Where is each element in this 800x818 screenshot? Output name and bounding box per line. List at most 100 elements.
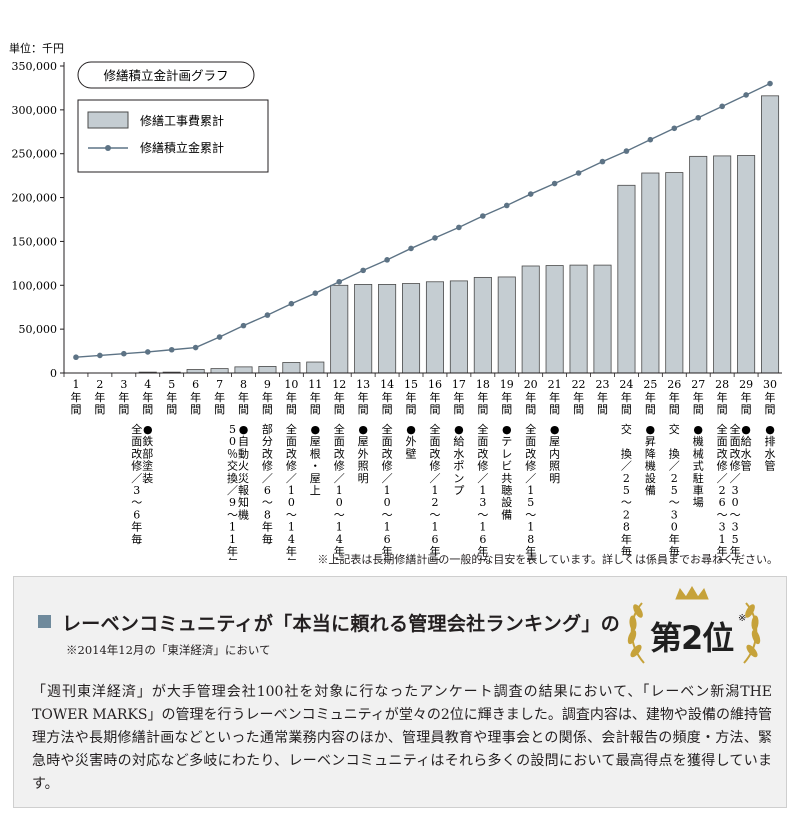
annotation-item: ビ	[501, 460, 512, 473]
annotation-detail: 毎	[621, 545, 632, 558]
bar	[593, 264, 612, 374]
x-tick-suffix: 年	[94, 390, 105, 404]
x-tick-number: 22	[572, 378, 586, 391]
annotation-detail: 修	[286, 459, 297, 473]
annotation-detail: 修	[717, 459, 728, 473]
annotation-detail	[621, 435, 632, 448]
rank-badge: 第2位 ※	[614, 585, 774, 675]
x-tick-suffix: 年	[597, 390, 608, 404]
annotation-detail: 1	[288, 484, 295, 497]
annotation-detail: 〜	[669, 496, 680, 509]
annotation-detail: 交	[669, 422, 680, 436]
annotation-detail: 4	[336, 533, 343, 546]
x-tick-suffix: 年	[429, 390, 440, 404]
annotation-item: 照	[549, 460, 560, 473]
legend: 修繕工事費累計 修繕積立金累計	[77, 99, 269, 173]
annotation-item: ●	[143, 423, 153, 436]
annotation-item: ●	[454, 423, 464, 436]
annotation-detail: ／	[334, 472, 345, 485]
annotation-detail: ／	[286, 472, 297, 485]
annotation-detail: 年	[669, 532, 680, 546]
line-point	[168, 346, 175, 353]
x-tick-suffix: 年	[142, 390, 153, 404]
x-tick-suffix: 間	[597, 403, 608, 416]
line-point	[480, 213, 486, 219]
annotation-detail: 0	[229, 435, 236, 448]
ranking-title: レーベンコミュニティが「本当に頼れる管理会社ランキング」の	[62, 613, 620, 635]
x-tick-number: 6	[192, 378, 199, 391]
x-tick-suffix: 間	[741, 403, 752, 416]
annotation-item: 械	[693, 446, 704, 460]
annotation-detail: 0	[732, 496, 739, 509]
annotation-item: 明	[549, 472, 560, 485]
annotation-detail: 全	[525, 422, 536, 436]
annotation-detail: 0	[288, 496, 295, 509]
x-tick-suffix: 間	[525, 403, 536, 416]
annotation-item: 給	[453, 434, 464, 448]
annotation-detail: 0	[336, 496, 343, 509]
annotation-detail: 6	[133, 508, 140, 521]
line-point	[743, 92, 749, 98]
x-tick-suffix: 間	[238, 403, 249, 416]
x-tick-suffix: 年	[717, 390, 728, 404]
annotation-detail: 改	[477, 446, 488, 460]
annotation-item: 明	[358, 472, 369, 485]
annotation-detail: 全	[286, 422, 297, 436]
annotation-detail: 年	[621, 532, 632, 546]
annotation-detail: 改	[262, 446, 273, 460]
annotation-detail: 全	[131, 422, 142, 436]
annotation-detail: ／	[262, 472, 273, 485]
laurel-crown-icon	[627, 586, 761, 664]
annotation-item: 上	[310, 484, 321, 497]
x-tick-suffix: 年	[645, 390, 656, 404]
annotation-detail: 〜	[621, 496, 632, 509]
crown-icon	[675, 586, 709, 600]
annotation-item: ●	[502, 423, 512, 436]
annotation-detail: 〜	[477, 508, 488, 521]
annotation-detail: 修	[382, 459, 393, 473]
annotation-detail: 面	[525, 435, 536, 448]
annotation-detail: 修	[477, 459, 488, 473]
annotation-detail: 修	[525, 459, 536, 473]
annotation-detail: 2	[623, 508, 630, 521]
y-tick-label: 200,000	[12, 192, 58, 205]
annotation-item: 管	[741, 459, 752, 473]
annotation-detail: 8	[264, 508, 271, 521]
annotation-detail: 面	[429, 435, 440, 448]
annotation-item: 場	[693, 496, 704, 509]
annotation-labels: ●鉄部塗装全面改修／3〜6年毎●自動火災報知機50％交換／9〜11年毎部分改修／…	[131, 422, 775, 560]
x-tick-suffix: 年	[382, 390, 393, 404]
line-point	[767, 80, 773, 87]
annotation-detail: 毎	[382, 557, 393, 560]
x-tick-suffix: 年	[310, 390, 321, 404]
annotation-detail: 〜	[717, 508, 728, 521]
bar	[425, 281, 444, 374]
ranking-body: 「週刊東洋経済」が大手管理会社100社を対象に行なったアンケート調査の結果におい…	[32, 684, 772, 792]
bar	[665, 172, 684, 374]
x-tick-suffix: 間	[621, 403, 632, 416]
bar	[282, 362, 301, 374]
annotation-detail: 年	[477, 544, 488, 558]
annotation-item: 管	[765, 459, 776, 473]
line-point	[216, 334, 223, 340]
annotation-item: 塗	[142, 459, 153, 473]
annotation-item: 設	[501, 495, 512, 509]
annotation-detail: 毎	[131, 533, 142, 546]
line-point	[192, 344, 199, 351]
annotation-detail: 0	[384, 496, 391, 509]
annotation-detail	[669, 435, 680, 448]
x-tick-suffix: 年	[477, 390, 488, 404]
y-tick-label: 0	[50, 367, 57, 380]
x-tick-number: 28	[715, 378, 729, 391]
annotation-detail: 年	[334, 544, 345, 558]
annotation-detail: 〜	[429, 508, 440, 521]
annotation-detail: 分	[262, 435, 273, 448]
annotation-detail: 部	[262, 422, 273, 436]
annotation-item: 機	[238, 507, 249, 521]
x-tick-suffix: 間	[94, 403, 105, 416]
y-tick-label: 250,000	[12, 148, 58, 161]
line-point	[384, 257, 390, 263]
x-tick-suffix: 間	[429, 403, 440, 416]
annotation-detail: 1	[384, 521, 391, 534]
annotation-item: 式	[693, 460, 704, 473]
